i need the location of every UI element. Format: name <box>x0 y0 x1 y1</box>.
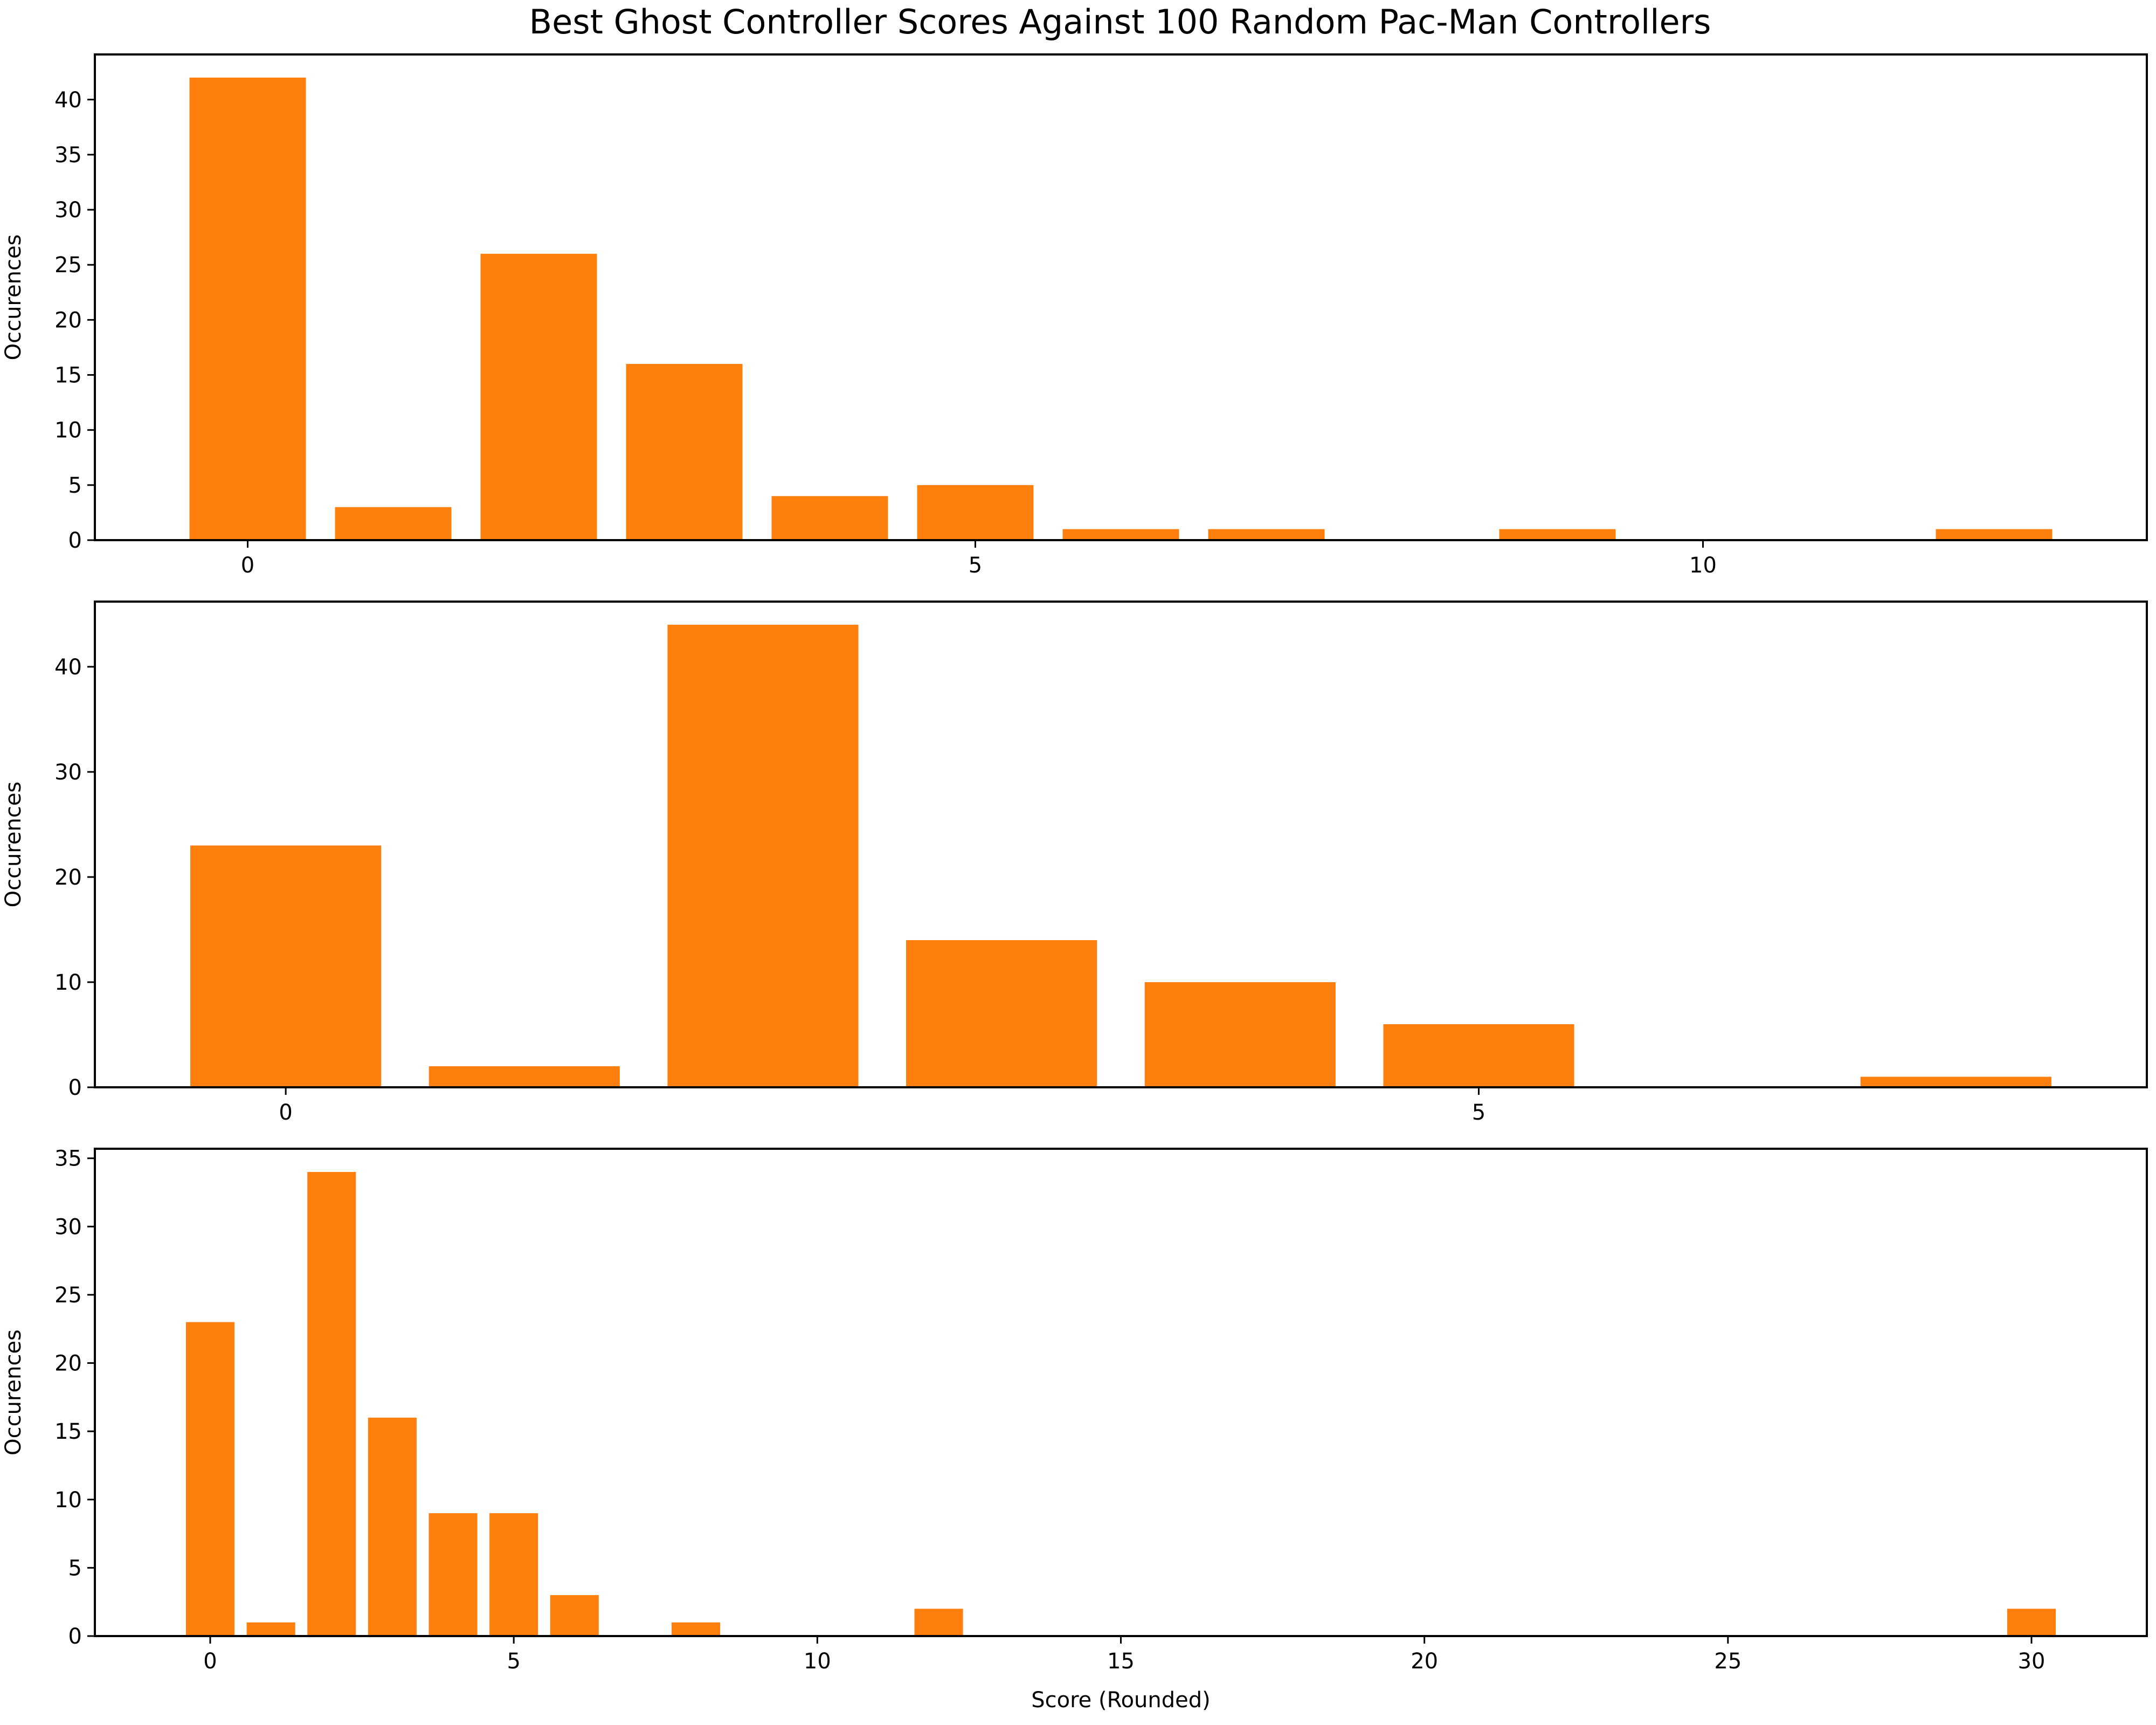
subplot-top: 0 5 10 0 5 10 15 20 25 30 35 40 Occurences <box>1 53 2148 578</box>
x-tick-label: 0 <box>279 1100 292 1125</box>
bar-7 <box>1860 1077 2051 1087</box>
bar-3 <box>626 364 743 540</box>
x-tick-label: 5 <box>507 1649 520 1674</box>
y-tick-label: 40 <box>54 88 82 113</box>
y-tick-label: 5 <box>68 1556 82 1581</box>
bar-30 <box>2007 1609 2056 1636</box>
y-tick-label: 30 <box>54 1215 82 1239</box>
y-tick-label: 0 <box>68 1624 82 1649</box>
plot-frame <box>94 53 2148 541</box>
bar-12 <box>914 1609 963 1636</box>
x-tick-label: 20 <box>1411 1649 1438 1674</box>
y-axis-label: Occurences <box>1 782 26 908</box>
bar-1 <box>246 1622 295 1636</box>
y-tick-label: 30 <box>54 760 82 785</box>
bar-0 <box>190 845 382 1087</box>
subplot-bottom: 0 5 10 15 20 25 30 0 5 10 15 20 25 30 35 Occurences S… <box>1 1147 2148 1713</box>
y-tick-label: 10 <box>54 970 82 995</box>
bar-series <box>185 1172 2056 1636</box>
x-tick-label: 5 <box>1472 1100 1485 1125</box>
bar-5 <box>917 485 1034 540</box>
bar-12 <box>1936 529 2053 540</box>
y-axis-ticks: 0 10 20 30 40 <box>54 655 95 1100</box>
bar-8 <box>672 1622 721 1636</box>
y-tick-label: 40 <box>54 655 82 680</box>
bar-3 <box>368 1417 417 1636</box>
bar-2 <box>307 1172 356 1636</box>
x-tick-label: 0 <box>203 1649 217 1674</box>
y-axis-label: Occurences <box>1 234 26 361</box>
y-tick-label: 10 <box>54 1488 82 1513</box>
y-tick-label: 20 <box>54 308 82 333</box>
y-tick-label: 0 <box>68 1075 82 1100</box>
y-tick-label: 25 <box>54 1283 82 1308</box>
bar-6 <box>1062 529 1179 540</box>
bar-5 <box>489 1513 538 1636</box>
y-tick-label: 30 <box>54 198 82 223</box>
bar-6 <box>550 1595 599 1636</box>
x-axis-ticks: 0 5 10 15 20 25 30 <box>203 1636 2045 1674</box>
y-axis-ticks: 0 5 10 15 20 25 30 35 <box>54 1147 95 1649</box>
x-tick-label: 25 <box>1714 1649 1742 1674</box>
y-axis-label: Occurences <box>1 1329 26 1455</box>
bar-2 <box>667 624 859 1087</box>
y-tick-label: 25 <box>54 253 82 278</box>
y-tick-label: 10 <box>54 418 82 443</box>
x-tick-label: 5 <box>969 553 982 578</box>
x-tick-label: 10 <box>804 1649 831 1674</box>
x-axis-label: Score (Rounded) <box>1031 1688 1211 1713</box>
bar-0 <box>189 77 306 540</box>
y-tick-label: 35 <box>54 1147 82 1171</box>
bar-3 <box>906 940 1097 1087</box>
x-tick-label: 10 <box>1689 553 1717 578</box>
bar-series <box>189 77 2053 540</box>
x-axis-ticks: 0 5 10 <box>241 540 1717 578</box>
bar-4 <box>771 496 888 540</box>
bar-0 <box>185 1322 235 1636</box>
chart-title: Best Ghost Controller Scores Against 100… <box>529 2 1711 42</box>
bar-4 <box>1144 982 1336 1087</box>
bar-4 <box>429 1513 478 1636</box>
y-tick-label: 15 <box>54 363 82 388</box>
bar-1 <box>335 507 452 540</box>
bar-7 <box>1208 529 1325 540</box>
bar-series <box>190 624 2051 1087</box>
y-tick-label: 15 <box>54 1419 82 1444</box>
y-tick-label: 5 <box>68 473 82 498</box>
bar-1 <box>429 1066 620 1087</box>
y-tick-label: 35 <box>54 143 82 168</box>
y-axis-ticks: 0 5 10 15 20 25 30 35 40 <box>54 88 95 553</box>
y-tick-label: 20 <box>54 865 82 890</box>
y-tick-label: 20 <box>54 1351 82 1376</box>
plot-frame <box>94 601 2148 1088</box>
x-tick-label: 15 <box>1107 1649 1135 1674</box>
bar-5 <box>1383 1024 1574 1087</box>
bar-9 <box>1499 529 1616 540</box>
y-tick-label: 0 <box>68 528 82 553</box>
x-tick-label: 0 <box>241 553 254 578</box>
bar-2 <box>480 253 597 540</box>
x-tick-label: 30 <box>2018 1649 2046 1674</box>
